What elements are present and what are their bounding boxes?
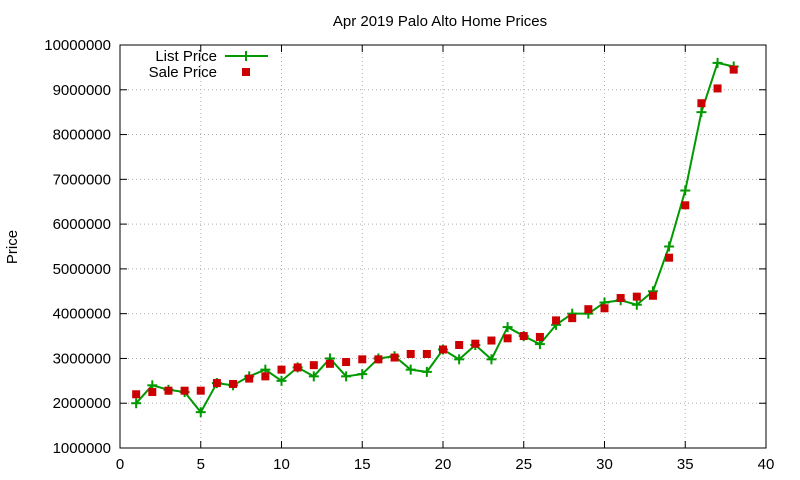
sale-price-point: [406, 349, 415, 358]
y-axis-label: Price: [4, 230, 21, 264]
y-tick-label: 2000000: [53, 395, 111, 412]
list-price-point: [308, 371, 319, 382]
sale-price-point: [212, 379, 221, 388]
list-price-point: [486, 354, 497, 365]
y-tick-label: 3000000: [53, 350, 111, 367]
sale-price-point: [439, 345, 447, 354]
legend-label-list-price: List Price: [155, 48, 217, 65]
list-price-point: [405, 364, 416, 375]
sale-price-point: [358, 355, 367, 364]
sale-price-point: [729, 65, 738, 74]
sale-price-point: [568, 314, 577, 323]
list-price-point: [696, 107, 707, 118]
sale-price-point: [390, 353, 399, 362]
list-price-point: [664, 241, 675, 252]
sale-price-point: [325, 359, 334, 368]
sale-price-point: [148, 388, 157, 397]
axis-ticks: 0 5 10 15 20 25 30 35 40 1000000 2000000 3000000 400…: [44, 37, 774, 473]
list-price-point: [454, 354, 465, 365]
y-tick-label: 7000000: [53, 171, 111, 188]
list-price-point: [712, 57, 723, 68]
y-tick-label: 9000000: [53, 82, 111, 99]
sale-price-point: [422, 349, 431, 358]
sale-price-point: [164, 386, 173, 395]
sale-price-point: [487, 336, 496, 345]
sale-price-point: [132, 390, 141, 399]
list-price-point: [421, 366, 432, 377]
list-price-point: [631, 299, 642, 310]
y-tick-label: 5000000: [53, 261, 111, 278]
y-tick-label: 4000000: [53, 306, 111, 323]
sale-price-point: [519, 332, 528, 341]
sale-price-point: [309, 361, 318, 370]
sale-price-point: [261, 372, 270, 381]
sale-price-point: [584, 305, 593, 314]
list-price-point: [357, 369, 368, 380]
x-tick-label: 35: [677, 456, 694, 473]
sale-price-point: [180, 386, 189, 395]
sale-price-point: [455, 341, 464, 350]
list-price-point: [276, 375, 287, 386]
sale-price-point: [616, 293, 625, 302]
x-tick-label: 0: [116, 456, 124, 473]
y-tick-label: 1000000: [53, 440, 111, 457]
legend-marker-sale-price: [242, 68, 250, 76]
x-tick-label: 40: [758, 456, 775, 473]
x-tick-label: 20: [435, 456, 452, 473]
y-tick-label: 6000000: [53, 216, 111, 233]
sale-price-point: [374, 355, 383, 364]
sale-price-point: [293, 363, 302, 372]
x-tick-label: 10: [273, 456, 290, 473]
x-tick-label: 15: [354, 456, 371, 473]
sale-price-point: [632, 292, 641, 301]
sale-price-point: [697, 99, 706, 108]
sale-price-point: [245, 374, 254, 383]
x-tick-label: 25: [515, 456, 532, 473]
sale-price-point: [600, 304, 609, 313]
list-price-point: [131, 398, 142, 409]
list-price-point: [341, 371, 352, 382]
x-tick-label: 5: [197, 456, 205, 473]
sale-price-point: [503, 334, 512, 343]
sale-price-point: [342, 358, 351, 367]
sale-price-point: [713, 84, 722, 93]
list-price-point: [680, 185, 691, 196]
list-price-line: [135, 61, 734, 414]
series-layer: [131, 57, 739, 418]
sale-price-point: [665, 253, 674, 262]
sale-price-point: [229, 379, 238, 388]
y-tick-label: 10000000: [44, 37, 111, 54]
sale-price-point: [471, 339, 480, 348]
x-tick-label: 30: [596, 456, 613, 473]
sale-price-point: [648, 291, 657, 300]
sale-price-point: [535, 332, 544, 341]
chart-title: Apr 2019 Palo Alto Home Prices: [333, 13, 547, 30]
sale-price-point: [552, 316, 561, 325]
sale-price-point: [277, 365, 286, 374]
list-price-point: [195, 407, 206, 418]
sale-price-point: [681, 201, 690, 210]
y-tick-label: 8000000: [53, 127, 111, 144]
list-price-point: [502, 322, 513, 333]
legend-label-sale-price: Sale Price: [149, 64, 217, 81]
plot-frame: [119, 44, 767, 449]
sale-price-point: [196, 386, 205, 395]
